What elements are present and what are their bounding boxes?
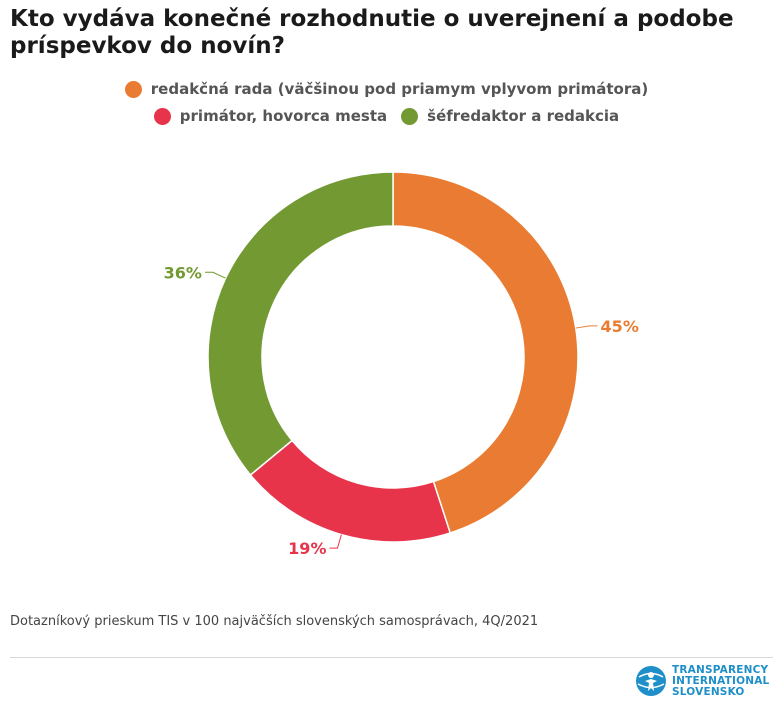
slice-primator[interactable]	[249, 439, 452, 543]
connector-line	[329, 534, 342, 549]
legend: redakčná rada (väčšinou pod priamym vply…	[0, 79, 773, 126]
connector-line	[575, 325, 598, 329]
data-label-redakcna-rada: 45%	[601, 317, 639, 336]
logo-line: INTERNATIONAL	[672, 674, 770, 687]
slice-redakcna-rada[interactable]	[392, 171, 579, 534]
legend-label: šéfredaktor a redakcia	[427, 107, 620, 125]
legend-item-redakcna-rada[interactable]: redakčná rada (väčšinou pod priamym vply…	[124, 79, 649, 99]
legend-label: redakčná rada (väčšinou pod priamym vply…	[150, 80, 649, 98]
divider	[10, 657, 773, 658]
logo-line: TRANSPARENCY	[672, 663, 769, 676]
donut-chart: 45% 19% 36%	[164, 171, 639, 558]
legend-item-primator[interactable]: primátor, hovorca mesta	[153, 106, 388, 126]
globe-person-icon	[636, 666, 666, 696]
slice-sefredaktor[interactable]	[207, 171, 394, 476]
chart-title: Kto vydáva konečné rozhodnutie o uverejn…	[10, 6, 734, 59]
legend-label: primátor, hovorca mesta	[179, 107, 388, 125]
transparency-logo[interactable]: TRANSPARENCY INTERNATIONAL SLOVENSKO	[634, 664, 769, 698]
source-note: Dotazníkový prieskum TIS v 100 najväčšíc…	[10, 614, 539, 629]
data-label-primator: 19%	[288, 539, 326, 558]
legend-dot-icon	[124, 80, 142, 98]
connector-line	[204, 271, 226, 279]
legend-dot-icon	[153, 107, 171, 125]
logo-line: SLOVENSKO	[672, 685, 745, 698]
legend-dot-icon	[401, 107, 419, 125]
legend-item-sefredaktor[interactable]: šéfredaktor a redakcia	[401, 106, 619, 126]
logo-text: TRANSPARENCY INTERNATIONAL SLOVENSKO	[672, 663, 770, 698]
data-label-sefredaktor: 36%	[164, 263, 202, 282]
